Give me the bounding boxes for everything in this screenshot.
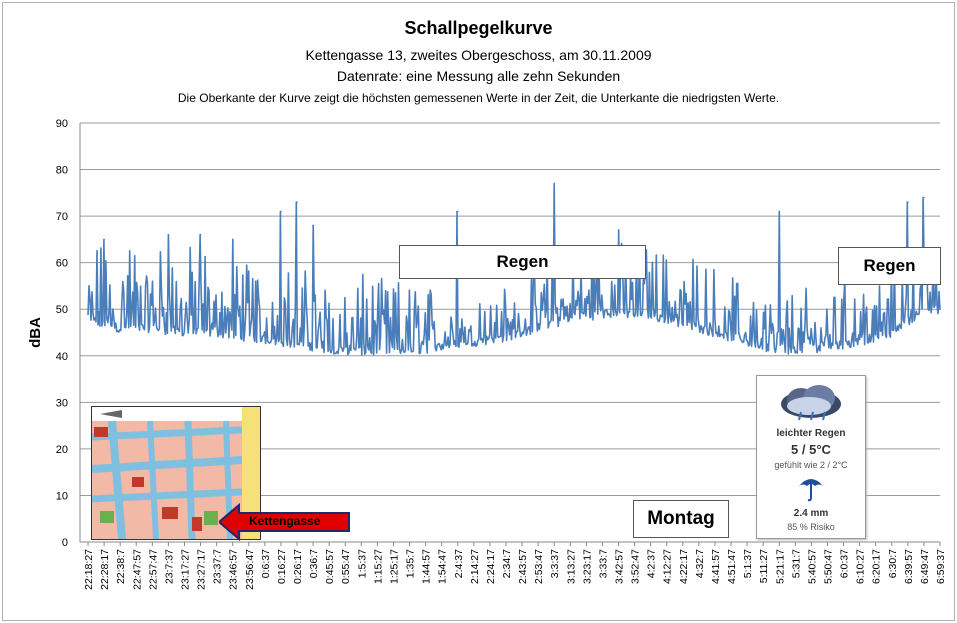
x-tick-label: 5:11:27: [758, 549, 770, 583]
x-tick-label: 0:36:7: [308, 549, 320, 578]
x-tick-label: 1:15:27: [372, 549, 384, 584]
x-tick-label: 4:22:17: [678, 549, 690, 584]
x-tick-label: 23:17:27: [179, 549, 191, 590]
x-tick-label: 6:0:37: [839, 549, 851, 578]
x-tick-label: 5:40:57: [806, 549, 818, 584]
weather-condition: leichter Regen: [776, 428, 846, 439]
x-tick-label: 1:35:7: [405, 549, 417, 578]
y-tick-label: 80: [56, 165, 68, 177]
peak-point: [923, 196, 925, 199]
x-tick-label: 0:16:27: [276, 549, 288, 584]
chart-subtitle-location: Kettengasse 13, zweites Obergeschoss, am…: [305, 47, 652, 63]
x-tick-label: 4:12:27: [662, 549, 674, 584]
y-tick-label: 70: [56, 211, 68, 223]
x-tick-label: 2:24:17: [485, 549, 497, 584]
peak-point: [312, 224, 314, 227]
annotation-regen-1: Regen: [399, 245, 646, 279]
weather-risk: 85 % Risiko: [787, 522, 835, 532]
y-tick-label: 20: [56, 444, 68, 456]
x-tick-label: 3:52:47: [630, 549, 642, 584]
x-tick-label: 4:32:7: [694, 549, 706, 578]
x-tick-label: 2:4:37: [453, 549, 465, 578]
x-tick-label: 5:21:17: [774, 549, 786, 584]
chart-subtitle-explanation: Die Oberkante der Kurve zeigt die höchst…: [177, 91, 780, 105]
y-tick-label: 90: [56, 118, 68, 130]
x-tick-label: 0:55:47: [340, 549, 352, 584]
location-arrow-label: Kettengasse: [249, 514, 321, 528]
chart-subtitle-rate: Datenrate: eine Messung alle zehn Sekund…: [336, 68, 621, 84]
umbrella-icon: [797, 474, 825, 502]
x-tick-label: 1:5:37: [356, 549, 368, 578]
x-tick-label: 2:34:7: [501, 549, 513, 578]
x-tick-label: 2:53:47: [533, 549, 545, 584]
x-tick-label: 3:42:57: [614, 549, 626, 584]
x-tick-label: 5:1:37: [742, 549, 754, 578]
x-tick-label: 6:39:57: [903, 549, 915, 584]
x-tick-label: 22:18:27: [83, 549, 95, 590]
weather-card: leichter Regen 5 / 5°C gefühlt wie 2 / 2…: [756, 375, 866, 539]
annotation-regen-2: Regen: [838, 247, 941, 285]
weather-temperature: 5 / 5°C: [791, 442, 831, 457]
x-tick-label: 3:13:27: [565, 549, 577, 584]
x-tick-label: 5:50:47: [822, 549, 834, 584]
x-tick-label: 6:49:47: [919, 549, 931, 584]
x-tick-label: 22:57:47: [147, 549, 159, 590]
x-tick-label: 23:56:47: [244, 549, 256, 590]
peak-point: [907, 201, 909, 203]
peak-point: [231, 238, 234, 241]
chart-title: Schallpegelkurve: [404, 18, 553, 38]
y-tick-label: 10: [56, 490, 68, 502]
peak-point: [296, 201, 298, 203]
x-tick-label: 23:37:7: [212, 549, 224, 584]
location-arrow: Kettengasse: [219, 503, 351, 541]
x-tick-label: 0:45:57: [324, 549, 336, 584]
x-tick-label: 23:27:17: [196, 549, 208, 590]
peak-point: [778, 210, 781, 213]
x-tick-label: 4:51:47: [726, 549, 738, 584]
x-tick-label: 1:44:57: [421, 549, 433, 584]
x-tick-label: 6:59:37: [935, 549, 947, 584]
y-tick-label: 40: [56, 351, 68, 363]
y-axis-label: dBA: [27, 317, 44, 348]
x-tick-label: 23:7:37: [163, 549, 175, 584]
y-tick-label: 0: [62, 537, 68, 549]
x-tick-label: 6:30:7: [887, 549, 899, 578]
rain-cloud-icon: [771, 382, 851, 422]
x-tick-label: 2:14:27: [469, 549, 481, 584]
x-tick-label: 0:26:17: [292, 549, 304, 584]
x-tick-label: 4:2:37: [646, 549, 658, 578]
weather-precipitation: 2.4 mm: [793, 508, 829, 519]
x-tick-label: 3:3:37: [549, 549, 561, 578]
y-tick-label: 60: [56, 258, 68, 270]
x-tick-label: 22:28:17: [99, 549, 111, 590]
x-tick-label: 5:31:7: [790, 549, 802, 578]
annotation-montag: Montag: [633, 500, 729, 538]
x-tick-label: 3:33:7: [597, 549, 609, 578]
x-tick-label: 2:43:57: [517, 549, 529, 584]
peak-point: [280, 210, 282, 213]
peak-point: [167, 233, 170, 236]
x-tick-label: 3:23:17: [581, 549, 593, 584]
peak-point: [199, 233, 202, 236]
x-tick-label: 6:10:27: [855, 549, 867, 584]
peak-point: [456, 210, 459, 213]
x-tick-label: 22:38:7: [115, 549, 127, 584]
x-tick-label: 23:46:57: [228, 549, 240, 590]
peak-point: [103, 238, 105, 241]
x-tick-label: 1:25:17: [388, 549, 400, 584]
sound-level-line: [87, 182, 941, 356]
x-tick-label: 4:41:57: [710, 549, 722, 584]
x-tick-label: 0:6:37: [260, 549, 272, 578]
x-tick-label: 22:47:57: [131, 549, 143, 590]
peak-point: [553, 182, 556, 185]
y-tick-label: 30: [56, 397, 68, 409]
weather-feels-like: gefühlt wie 2 / 2°C: [774, 460, 848, 470]
x-tick-label: 1:54:47: [437, 549, 449, 584]
street-map-image: [91, 406, 261, 540]
peak-point: [617, 229, 620, 231]
x-tick-label: 6:20:17: [871, 549, 883, 584]
y-tick-label: 50: [56, 304, 68, 316]
